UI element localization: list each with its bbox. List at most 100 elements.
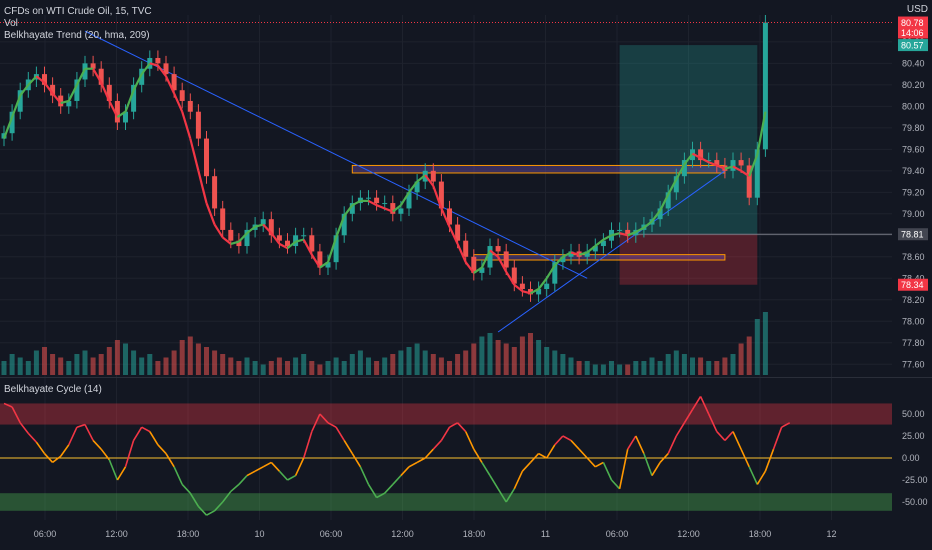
trend-segment bbox=[611, 232, 620, 237]
candle-body bbox=[673, 176, 679, 193]
candle-body bbox=[519, 283, 525, 290]
volume-bar bbox=[430, 354, 436, 375]
volume-bar bbox=[349, 354, 355, 375]
trend-segment bbox=[213, 223, 224, 239]
candle-body bbox=[268, 219, 274, 236]
trend-segment bbox=[181, 111, 192, 139]
trend-segment bbox=[440, 207, 451, 228]
cycle-segment bbox=[449, 422, 458, 428]
candle-body bbox=[503, 251, 509, 268]
volume-bar bbox=[204, 347, 209, 375]
candle-body bbox=[536, 289, 542, 295]
candle-body bbox=[665, 192, 671, 209]
trend-segment bbox=[302, 239, 313, 256]
cycle-segment bbox=[278, 470, 289, 481]
time-tick-label: 12 bbox=[826, 529, 836, 539]
cycle-segment bbox=[52, 455, 62, 464]
cycle-segment bbox=[384, 483, 394, 494]
candle-body bbox=[131, 84, 137, 112]
cycle-segment bbox=[270, 461, 280, 472]
trend-segment bbox=[132, 73, 143, 91]
candle-body bbox=[187, 100, 193, 112]
candle-body bbox=[204, 138, 209, 177]
trend-segment bbox=[513, 283, 524, 293]
trend-segment bbox=[35, 75, 46, 84]
price-tick-label: 79.00 bbox=[902, 209, 925, 219]
volume-bar bbox=[690, 357, 695, 375]
cycle-segment bbox=[610, 479, 621, 490]
candle-body bbox=[212, 176, 218, 209]
last-price-badge bbox=[898, 16, 928, 39]
cycle-indicator-legend[interactable]: Belkhayate Cycle (14) bbox=[4, 384, 102, 395]
candle-body bbox=[309, 235, 315, 252]
cycle-segment bbox=[287, 474, 296, 481]
cycle-segment bbox=[627, 435, 637, 450]
time-tick-label: 06:00 bbox=[606, 529, 629, 539]
trend-segment bbox=[399, 191, 410, 206]
lower-zone bbox=[473, 254, 726, 261]
volume-bar bbox=[58, 357, 64, 375]
candle-body bbox=[333, 235, 339, 263]
trend-segment bbox=[43, 82, 54, 95]
trend-segment bbox=[246, 225, 256, 235]
volume-bar bbox=[17, 357, 23, 375]
volume-bar bbox=[746, 336, 752, 375]
cycle-segment bbox=[416, 457, 426, 464]
candle-body bbox=[447, 208, 452, 225]
volume-bar bbox=[714, 361, 720, 375]
symbol-title[interactable]: CFDs on WTI Crude Oil, 15, TVC bbox=[4, 6, 152, 17]
volume-bar bbox=[155, 361, 161, 375]
candle-body bbox=[455, 224, 461, 241]
volume-bar bbox=[309, 361, 315, 375]
cycle-segment bbox=[206, 510, 215, 516]
candle-body bbox=[625, 229, 631, 236]
volume-bar bbox=[260, 364, 266, 375]
pane-separator[interactable] bbox=[0, 377, 932, 378]
candle-body bbox=[244, 229, 250, 247]
trend-segment bbox=[627, 231, 637, 237]
trend-segment bbox=[295, 238, 304, 243]
countdown-text: 14:06 bbox=[901, 28, 924, 38]
candle-body bbox=[98, 68, 104, 85]
price-tick-label: 80.00 bbox=[902, 101, 925, 111]
candle-body bbox=[58, 95, 64, 107]
candle-body bbox=[698, 149, 704, 161]
trend-segment bbox=[222, 236, 232, 245]
trend-segment bbox=[197, 170, 208, 204]
cycle-segment bbox=[3, 402, 13, 408]
trend-indicator-legend[interactable]: Belkhayate Trend (20, hma, 209) bbox=[4, 30, 150, 41]
volume-bar bbox=[301, 354, 307, 375]
volume-bar bbox=[382, 357, 388, 375]
candle-body bbox=[50, 84, 56, 96]
price-tick-label: 79.80 bbox=[902, 123, 925, 133]
cycle-segment bbox=[335, 426, 345, 441]
trend-segment bbox=[732, 165, 742, 172]
candle-body bbox=[730, 160, 736, 171]
volume-bar bbox=[9, 354, 15, 375]
trend-segment bbox=[667, 178, 678, 195]
candle-body bbox=[706, 160, 712, 162]
volume-bar bbox=[447, 361, 452, 375]
trend-segment bbox=[708, 161, 718, 167]
volume-legend[interactable]: Vol bbox=[4, 18, 18, 29]
cycle-segment bbox=[481, 461, 491, 477]
candle-body bbox=[9, 111, 15, 134]
cycle-segment bbox=[157, 444, 167, 455]
price-tick-label: 77.80 bbox=[902, 338, 925, 348]
trend-segment bbox=[392, 204, 402, 213]
cycle-segment bbox=[367, 483, 378, 499]
trend-segment bbox=[659, 193, 670, 212]
candle-body bbox=[762, 22, 768, 150]
cycle-segment bbox=[68, 426, 78, 446]
cycle-segment bbox=[149, 431, 159, 446]
volume-bar bbox=[171, 350, 177, 375]
trend-segment bbox=[716, 164, 726, 170]
trend-segment bbox=[343, 204, 354, 217]
volume-bar bbox=[762, 312, 768, 375]
volume-bar bbox=[479, 336, 485, 375]
candle-body bbox=[179, 90, 185, 101]
cycle-tick-label: -50.00 bbox=[902, 497, 928, 507]
trend-segment bbox=[724, 165, 734, 170]
candle-body bbox=[657, 208, 663, 220]
